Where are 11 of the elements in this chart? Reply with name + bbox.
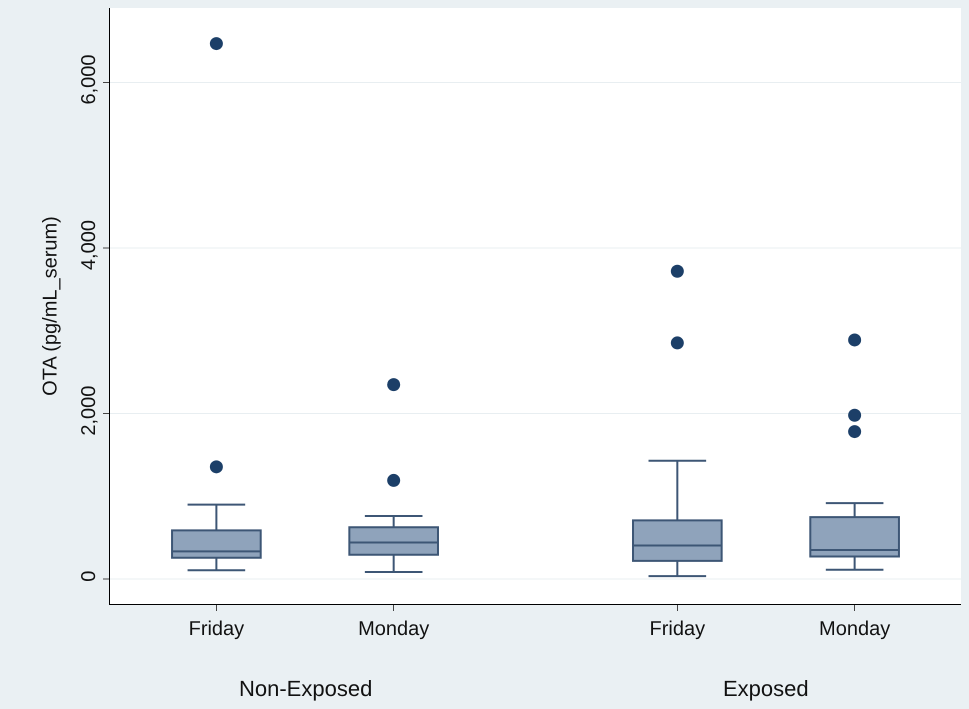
y-axis-title: OTA (pg/mL_serum) — [40, 216, 62, 396]
y-tick-label: 2,000 — [78, 386, 100, 436]
text: Exposed — [723, 676, 809, 701]
x-tick-label: Monday — [819, 618, 890, 640]
y-tick-label: 6,000 — [78, 54, 100, 105]
x-tick-label: Friday — [650, 618, 706, 640]
text: Non-Exposed — [239, 676, 372, 701]
x-tick-label: Monday — [358, 618, 430, 640]
y-tick-label: 4,000 — [78, 220, 100, 270]
y-tick-label: 0 — [78, 570, 100, 582]
x-tick-label: Friday — [188, 618, 244, 640]
